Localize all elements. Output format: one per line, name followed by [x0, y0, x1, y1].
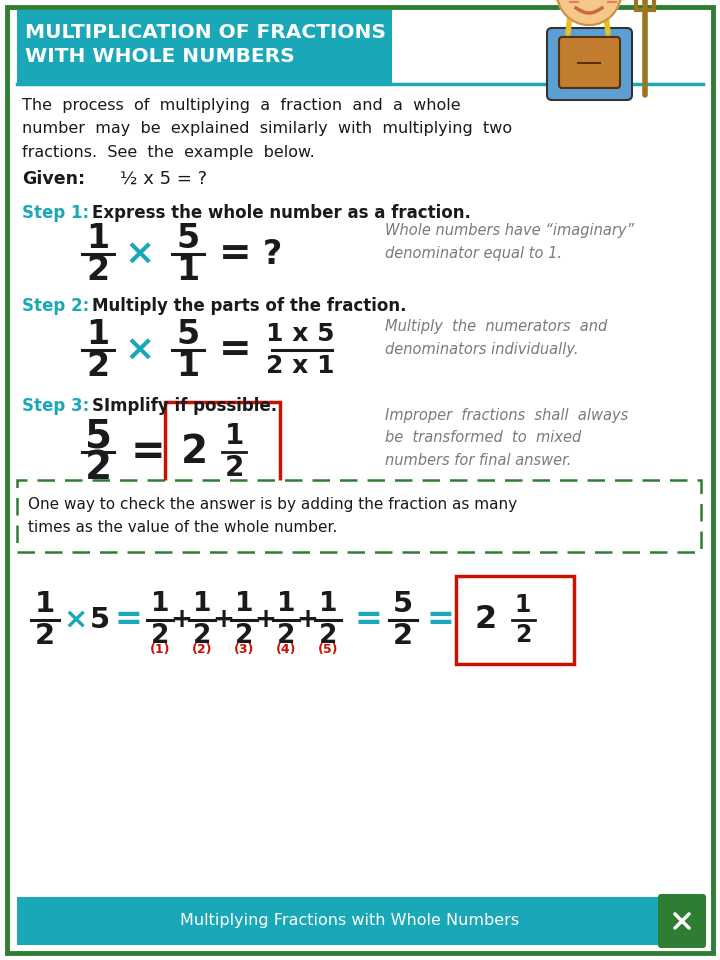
Bar [17, 897, 703, 945]
Text: WITH WHOLE NUMBERS: WITH WHOLE NUMBERS [25, 47, 294, 66]
Bar [580, 11, 598, 25]
Text: 2: 2 [319, 623, 337, 649]
Text: 1: 1 [35, 590, 55, 618]
Text: 2: 2 [193, 623, 211, 649]
Text: One way to check the answer is by adding the fraction as many
times as the value: One way to check the answer is by adding… [28, 497, 517, 535]
Text: 1: 1 [515, 593, 531, 617]
Text: 2: 2 [235, 623, 253, 649]
Text: 1: 1 [86, 318, 109, 350]
Text: Whole numbers have “imaginary”
denominator equal to 1.: Whole numbers have “imaginary” denominat… [385, 224, 634, 260]
Text: ×: × [64, 606, 88, 634]
Text: +: + [212, 607, 234, 633]
Text: +: + [170, 607, 192, 633]
Text: 2: 2 [35, 622, 55, 650]
Bar [578, 60, 600, 78]
FancyBboxPatch shape [17, 480, 701, 552]
Text: 1: 1 [276, 591, 295, 617]
Text: 2: 2 [276, 623, 295, 649]
Text: 5: 5 [176, 318, 199, 350]
Text: 2: 2 [86, 253, 109, 286]
Text: (2): (2) [192, 643, 212, 657]
Text: (3): (3) [234, 643, 254, 657]
Text: 2: 2 [181, 433, 207, 471]
Text: 1: 1 [176, 253, 199, 286]
Text: 1: 1 [193, 591, 211, 617]
Bar [17, 10, 392, 84]
Text: 2: 2 [84, 449, 112, 487]
Text: ½ x 5 = ?: ½ x 5 = ? [120, 170, 207, 188]
Text: 5: 5 [393, 590, 413, 618]
Text: 1: 1 [150, 591, 169, 617]
Text: 2: 2 [150, 623, 169, 649]
Text: ×: × [125, 237, 155, 271]
Text: Improper  fractions  shall  always
be  transformed  to  mixed
numbers for final : Improper fractions shall always be trans… [385, 408, 629, 468]
Bar [661, 897, 703, 945]
FancyBboxPatch shape [658, 894, 706, 948]
Text: +: + [254, 607, 276, 633]
Circle shape [557, 0, 621, 25]
Bar [456, 576, 574, 664]
Text: 5: 5 [84, 417, 112, 455]
Text: =: = [130, 431, 166, 473]
Text: =: = [219, 331, 251, 369]
Text: 1: 1 [86, 222, 109, 254]
Text: Step 1:: Step 1: [22, 204, 89, 222]
Text: 1: 1 [176, 349, 199, 382]
Text: Given:: Given: [22, 170, 85, 188]
Text: (5): (5) [318, 643, 338, 657]
Text: The  process  of  multiplying  a  fraction  and  a  whole
number  may  be  expla: The process of multiplying a fraction an… [22, 98, 512, 159]
Text: =: = [426, 604, 454, 636]
Text: 1: 1 [319, 591, 337, 617]
Bar [165, 402, 280, 502]
Text: 2 x 1: 2 x 1 [266, 354, 334, 378]
Text: Step 2:: Step 2: [22, 297, 89, 315]
Text: =: = [114, 604, 142, 636]
Text: Multiply the parts of the fraction.: Multiply the parts of the fraction. [92, 297, 407, 315]
Text: ×: × [125, 333, 155, 367]
Text: 2: 2 [475, 605, 497, 636]
Text: (4): (4) [276, 643, 296, 657]
Text: MULTIPLICATION OF FRACTIONS: MULTIPLICATION OF FRACTIONS [25, 22, 386, 41]
Text: ?: ? [262, 237, 282, 271]
Text: 2: 2 [515, 623, 531, 647]
Text: 5: 5 [176, 222, 199, 254]
Text: Express the whole number as a fraction.: Express the whole number as a fraction. [92, 204, 471, 222]
Text: Step 3:: Step 3: [22, 397, 89, 415]
Text: Multiplying Fractions with Whole Numbers: Multiplying Fractions with Whole Numbers [181, 914, 520, 928]
Text: Multiply  the  numerators  and
denominators individually.: Multiply the numerators and denominators… [385, 320, 607, 356]
Text: (1): (1) [150, 643, 170, 657]
Text: 2: 2 [86, 349, 109, 382]
Text: 1: 1 [225, 422, 243, 450]
Text: =: = [354, 604, 382, 636]
Text: SImplify if possible.: SImplify if possible. [92, 397, 277, 415]
Text: 1: 1 [235, 591, 253, 617]
FancyBboxPatch shape [559, 37, 620, 88]
Text: 2: 2 [225, 454, 243, 482]
Text: +: + [296, 607, 318, 633]
Text: =: = [219, 235, 251, 273]
Text: 2: 2 [393, 622, 413, 650]
Text: 1 x 5: 1 x 5 [266, 322, 334, 346]
Text: 5: 5 [90, 606, 110, 634]
FancyBboxPatch shape [547, 28, 632, 100]
